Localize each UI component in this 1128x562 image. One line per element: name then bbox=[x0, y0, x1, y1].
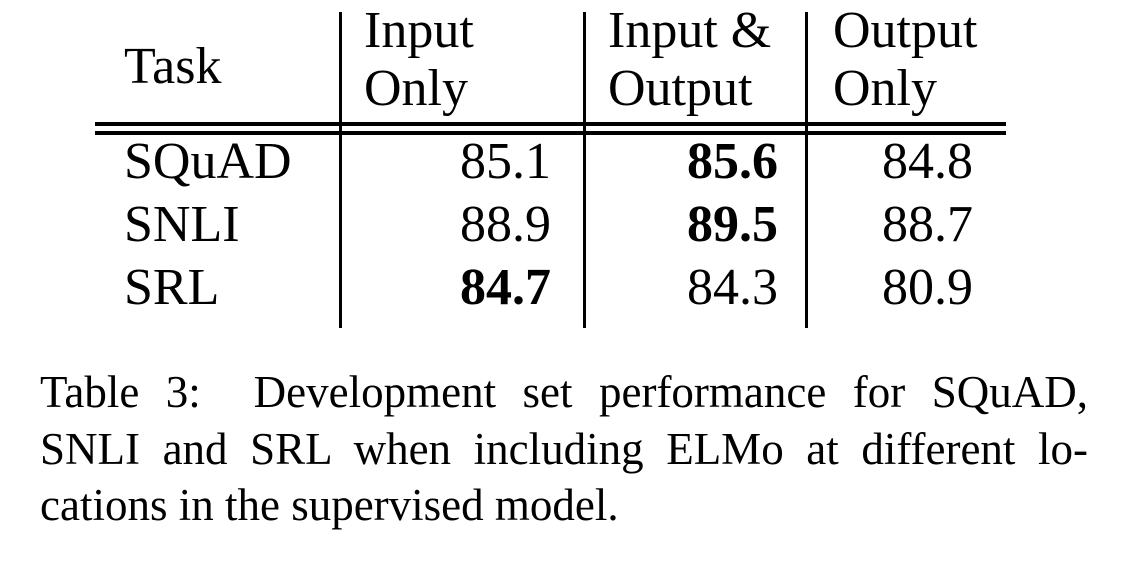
header-double-rule-bottom bbox=[95, 131, 1006, 135]
cell-srl-input-output: 84.3 bbox=[687, 259, 778, 316]
column-header-output-only: Output Only bbox=[833, 2, 977, 118]
caption-line-3: cations in the supervised model. bbox=[40, 480, 619, 530]
cell-srl-output-only: 80.9 bbox=[882, 259, 973, 316]
column-header-line-2: Only bbox=[364, 60, 468, 117]
results-table: Task Input Only Input & Output Output On… bbox=[95, 2, 1006, 328]
cell-squad-input-only: 85.1 bbox=[460, 133, 551, 190]
column-header-input-only: Input Only bbox=[364, 2, 474, 118]
table-caption: Table 3: Development set performance for… bbox=[40, 364, 1088, 534]
column-divider-3 bbox=[805, 12, 808, 328]
caption-line-2: SNLI and SRL when including ELMo at diff… bbox=[40, 423, 1088, 474]
column-divider-2 bbox=[583, 12, 586, 328]
cell-snli-input-only: 88.9 bbox=[460, 196, 551, 253]
column-divider-1 bbox=[339, 12, 342, 328]
caption-line-1: Table 3: Development set performance for… bbox=[40, 367, 1088, 417]
column-header-line-2: Output bbox=[608, 60, 753, 117]
header-double-rule-top bbox=[95, 122, 1006, 126]
row-label-squad: SQuAD bbox=[124, 133, 292, 190]
row-label-snli: SNLI bbox=[124, 196, 240, 253]
cell-snli-input-output: 89.5 bbox=[687, 196, 778, 253]
column-header-line-1: Input bbox=[364, 2, 474, 59]
cell-squad-input-output: 85.6 bbox=[687, 133, 778, 190]
cell-srl-input-only: 84.7 bbox=[460, 259, 551, 316]
row-label-srl: SRL bbox=[124, 259, 220, 316]
cell-snli-output-only: 88.7 bbox=[882, 196, 973, 253]
column-header-line-1: Output bbox=[833, 2, 978, 59]
cell-squad-output-only: 84.8 bbox=[882, 133, 973, 190]
column-header-line-1: Input & bbox=[608, 2, 772, 59]
column-header-task: Task bbox=[124, 38, 222, 95]
column-header-line-2: Only bbox=[833, 60, 937, 117]
column-header-input-output: Input & Output bbox=[608, 2, 771, 118]
